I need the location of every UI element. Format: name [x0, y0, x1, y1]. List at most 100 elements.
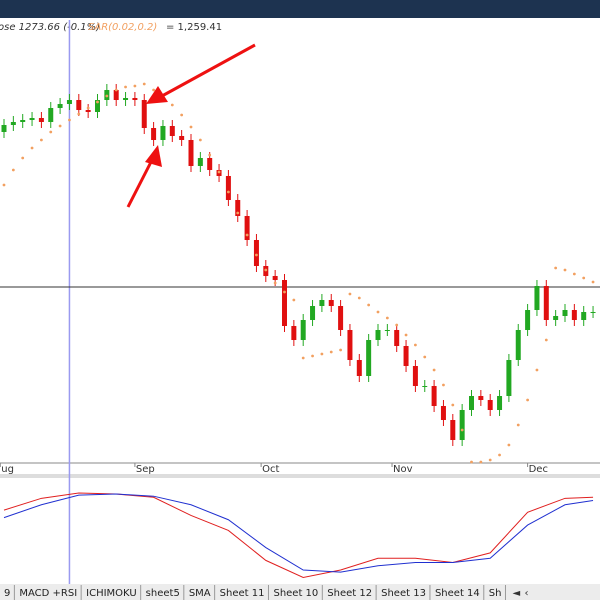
- candle-body: [282, 280, 287, 326]
- candle-body: [478, 396, 484, 400]
- sar-dot: [40, 138, 43, 142]
- sar-dot: [133, 84, 137, 88]
- candle-body: [581, 312, 587, 320]
- candle-body: [123, 98, 129, 100]
- sar-dot: [339, 348, 342, 352]
- sar-dot: [105, 94, 109, 98]
- sheet-tab[interactable]: Sheet 12: [327, 588, 372, 599]
- sheet-tab[interactable]: Sheet 13: [381, 588, 426, 599]
- oscillator-line: [3, 493, 594, 573]
- tab-nav[interactable]: ◄: [512, 588, 520, 599]
- pane-splitter[interactable]: [0, 474, 600, 478]
- candle-body: [132, 98, 138, 100]
- sar-dot: [451, 403, 455, 407]
- sar-dot: [563, 268, 567, 272]
- sheet-tab[interactable]: SMA: [189, 588, 211, 599]
- sar-dot: [264, 268, 268, 272]
- candle-body: [356, 360, 362, 376]
- sar-dot: [21, 156, 25, 160]
- tab-nav[interactable]: ‹: [524, 588, 528, 599]
- candle-body: [525, 310, 531, 330]
- candle-body: [459, 410, 465, 440]
- candle-body: [141, 100, 147, 128]
- sar-dot: [591, 280, 595, 284]
- sheet-tab[interactable]: sheet5: [146, 588, 180, 599]
- sar-dot: [11, 168, 15, 172]
- candle-body: [394, 330, 400, 346]
- sar-dot: [2, 183, 6, 187]
- candle-body: [347, 330, 353, 360]
- candle-body: [534, 286, 540, 310]
- month-label: Oct: [262, 464, 279, 475]
- sheet-tab[interactable]: Sh: [489, 588, 502, 599]
- candle-body: [450, 420, 456, 440]
- sar-dot: [49, 130, 53, 134]
- candle-body: [38, 118, 44, 122]
- candle-body: [487, 400, 493, 410]
- sar-dot: [142, 82, 146, 86]
- candle-body: [310, 306, 316, 320]
- sheet-tab[interactable]: Sheet 11: [220, 588, 265, 599]
- candle-body: [338, 306, 344, 330]
- candle-body: [85, 110, 91, 112]
- sar-dot: [526, 398, 529, 402]
- candle-body: [412, 366, 418, 386]
- sar-dot: [68, 118, 71, 122]
- sheet-tab[interactable]: 9: [4, 588, 10, 599]
- sar-dot: [357, 296, 361, 300]
- sar-dot: [180, 113, 184, 117]
- sar-dot: [488, 458, 492, 462]
- sar-dot: [554, 266, 558, 270]
- sar-dot: [442, 383, 445, 387]
- sar-dot: [227, 190, 230, 194]
- month-label: Dec: [529, 464, 548, 475]
- candle-body: [253, 240, 259, 266]
- sheet-tab[interactable]: Sheet 10: [273, 588, 318, 599]
- sar-dot: [414, 343, 417, 347]
- sar-dot: [217, 170, 221, 174]
- candle-body: [375, 330, 381, 340]
- candle-body: [422, 386, 428, 387]
- candle-body: [1, 125, 7, 132]
- sar-dot: [367, 303, 371, 307]
- candle-body: [76, 100, 82, 110]
- sar-dot: [572, 272, 576, 276]
- candle-body: [403, 346, 409, 366]
- sar-dot: [582, 276, 586, 280]
- month-label: ug: [1, 464, 14, 475]
- candle-body: [384, 330, 390, 331]
- close-legend: ose 1273.66 (-0.1%): [0, 22, 100, 33]
- candle-body: [300, 320, 306, 340]
- sheet-tab[interactable]: ICHIMOKU: [86, 588, 137, 599]
- sar-dot: [170, 103, 174, 107]
- candle-body: [571, 310, 577, 320]
- candle-body: [95, 100, 100, 112]
- sar-dot: [152, 88, 156, 92]
- sar-dot: [460, 428, 464, 432]
- sar-dot: [432, 368, 436, 372]
- title-bar: [0, 0, 600, 18]
- sar-dot: [320, 352, 324, 356]
- sar-dot: [292, 298, 296, 302]
- candle-body: [169, 126, 175, 136]
- candle-body: [66, 100, 72, 104]
- sar-dot: [208, 153, 212, 157]
- candle-body: [113, 90, 119, 100]
- candle-body: [319, 300, 325, 306]
- sar-dot: [544, 338, 548, 342]
- candle-body: [225, 176, 231, 200]
- candle-body: [366, 340, 372, 376]
- sheet-tab[interactable]: MACD +RSI: [19, 588, 77, 599]
- sar-dot: [114, 88, 118, 92]
- sar-dot: [124, 85, 127, 89]
- sar-dot: [404, 333, 408, 337]
- sar-dot: [189, 125, 193, 129]
- candle-body: [57, 104, 63, 108]
- sheet-tab[interactable]: Sheet 14: [435, 588, 480, 599]
- sar-dot: [385, 316, 389, 320]
- candle-body: [235, 200, 241, 216]
- candle-body: [328, 300, 334, 306]
- candle-body: [291, 326, 297, 340]
- sar-legend: SAR(0.02,0.2): [88, 22, 157, 33]
